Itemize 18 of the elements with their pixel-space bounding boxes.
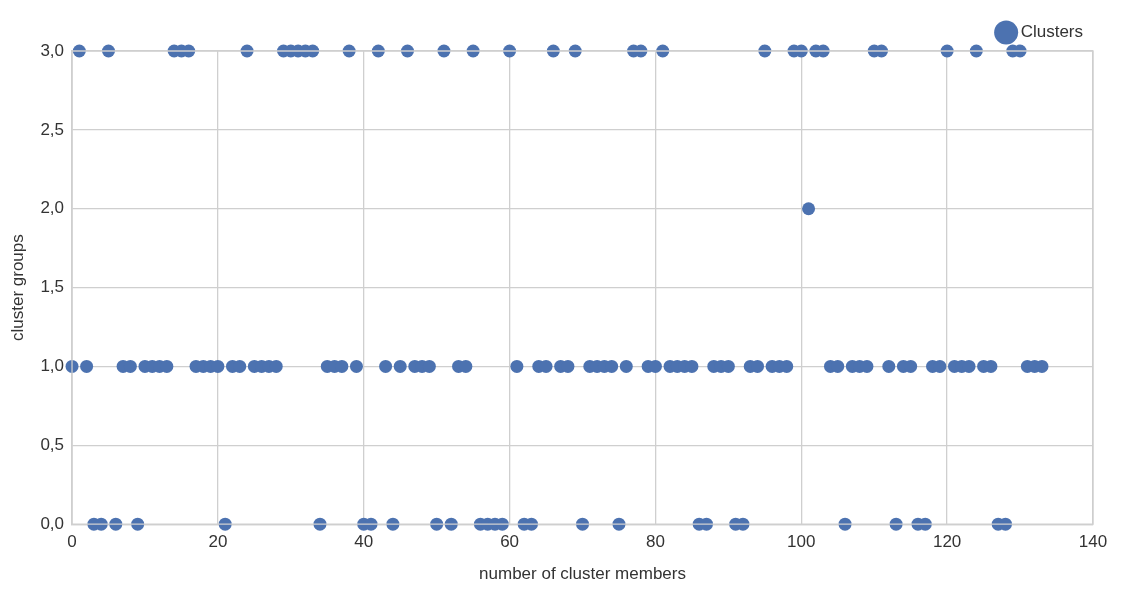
y-tick-label: 0,5 <box>40 435 65 455</box>
y-tick-label: 2,0 <box>40 198 65 218</box>
x-tick-label: 120 <box>932 532 962 552</box>
y-tick-label: 0,0 <box>40 513 65 533</box>
y-tick-label: 1,0 <box>40 356 65 376</box>
x-axis-title: number of cluster members <box>479 564 686 584</box>
y-tick-label: 2,5 <box>40 119 65 139</box>
y-tick-label: 3,0 <box>40 40 65 60</box>
legend-label: Clusters <box>1020 22 1084 42</box>
x-tick-label: 60 <box>500 532 520 552</box>
x-tick-label: 140 <box>1078 532 1108 552</box>
y-axis-title: cluster groups <box>7 234 27 341</box>
x-tick-label: 40 <box>354 532 374 552</box>
x-tick-label: 0 <box>67 532 77 552</box>
y-tick-label: 1,5 <box>40 277 65 297</box>
x-tick-label: 100 <box>787 532 816 552</box>
x-tick-label: 80 <box>645 532 665 552</box>
x-tick-label: 20 <box>208 532 228 552</box>
